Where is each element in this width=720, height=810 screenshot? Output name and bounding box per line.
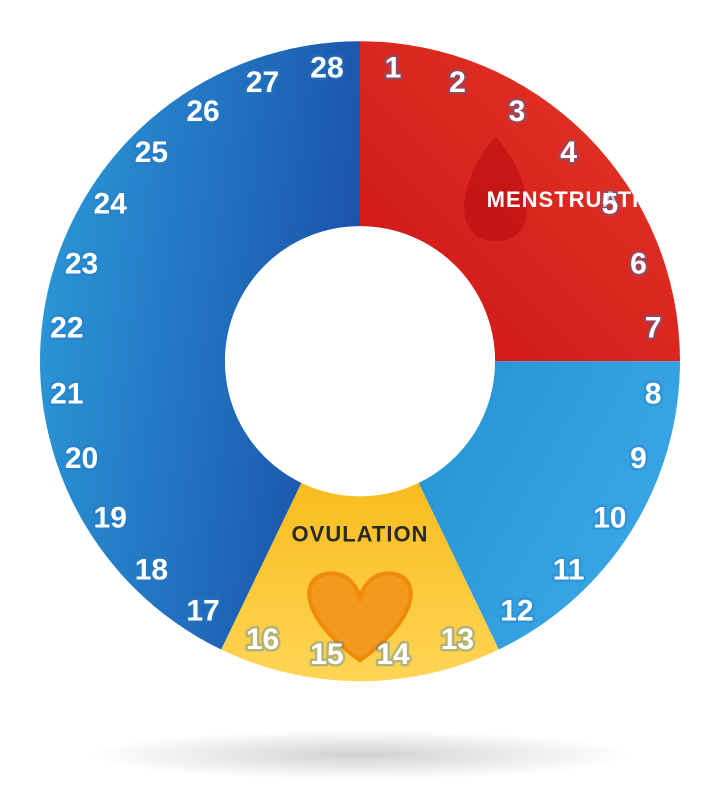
day-number-7: 7	[645, 312, 662, 345]
menstruation-label: MENSTRUATION	[487, 187, 675, 212]
day-number-15: 15	[310, 638, 343, 671]
day-number-3: 3	[509, 95, 526, 128]
day-number-4: 4	[560, 136, 577, 169]
cycle-donut-chart: MENSTRUATIONOVULATION1122334455667788991…	[0, 0, 720, 796]
day-number-8: 8	[645, 378, 662, 411]
day-number-23: 23	[65, 247, 98, 280]
day-number-21: 21	[50, 378, 83, 411]
day-number-1: 1	[385, 52, 402, 85]
day-number-24: 24	[94, 188, 128, 221]
day-number-9: 9	[630, 442, 647, 475]
day-number-12: 12	[500, 594, 533, 627]
day-number-5: 5	[601, 188, 618, 221]
day-number-16: 16	[246, 623, 279, 656]
day-number-19: 19	[94, 502, 127, 535]
day-number-22: 22	[50, 312, 83, 345]
day-number-26: 26	[186, 95, 219, 128]
day-number-27: 27	[246, 66, 279, 99]
day-number-11: 11	[553, 553, 585, 586]
day-number-10: 10	[593, 502, 626, 535]
day-number-14: 14	[376, 638, 410, 671]
ovulation-label: OVULATION	[292, 522, 429, 547]
day-number-2: 2	[449, 66, 466, 99]
day-number-18: 18	[135, 553, 168, 586]
day-number-25: 25	[135, 136, 168, 169]
day-number-28: 28	[310, 52, 343, 85]
day-number-20: 20	[65, 442, 98, 475]
day-number-6: 6	[630, 247, 647, 280]
day-number-17: 17	[186, 594, 219, 627]
day-number-13: 13	[441, 623, 474, 656]
